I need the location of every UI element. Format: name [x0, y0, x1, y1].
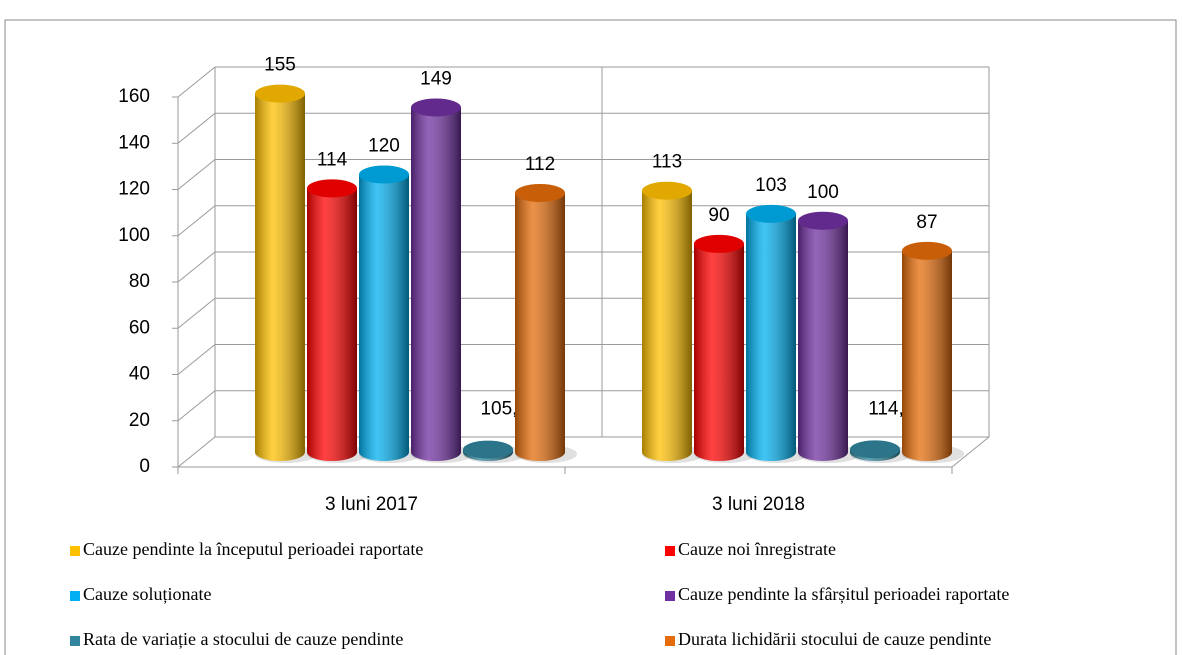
- grid-line: [177, 66, 216, 98]
- bar: [902, 241, 964, 463]
- bar-top-shade: [694, 234, 744, 253]
- legend-swatch: [70, 636, 80, 646]
- y-tick-label: 100: [118, 225, 150, 246]
- bar-top-shade: [359, 165, 409, 184]
- data-label: 149: [420, 68, 452, 89]
- bar-top: [359, 165, 409, 184]
- bar: [359, 165, 421, 463]
- data-label: 90: [708, 205, 729, 226]
- bar: [850, 440, 912, 463]
- bar-shade: [902, 250, 952, 461]
- legend-label: Rata de variație a stocului de cauze pen…: [83, 629, 403, 649]
- legend-swatch: [70, 546, 80, 556]
- data-label: 87: [916, 212, 937, 233]
- y-tick-label: 20: [129, 410, 150, 431]
- floor-line: [951, 436, 990, 468]
- legend-label: Cauze pendinte la sfârșitul perioadei ra…: [678, 584, 1009, 604]
- bar-shade: [515, 193, 565, 461]
- bar-top-shade: [307, 179, 357, 198]
- bar-shade: [255, 93, 305, 461]
- legend-label: Cauze noi înregistrate: [678, 539, 836, 559]
- bar: [642, 181, 704, 463]
- data-label: 100: [807, 182, 839, 203]
- grid-line: [177, 159, 216, 190]
- bar-top-shade: [902, 241, 952, 260]
- bar-top: [411, 98, 461, 117]
- chart-frame: [4, 19, 1177, 655]
- legend-swatch: [70, 591, 80, 601]
- bar-top: [850, 440, 900, 459]
- grid-line: [177, 344, 216, 375]
- bar-top: [255, 84, 305, 103]
- bar-shade: [307, 188, 357, 461]
- x-tick-label: 3 luni 2017: [325, 494, 418, 515]
- bar-top: [515, 184, 565, 202]
- bar-top: [746, 204, 796, 223]
- y-tick-label: 60: [129, 317, 150, 338]
- legend-swatch: [665, 546, 675, 556]
- y-tick-label: 80: [129, 271, 150, 292]
- legend-label: Cauze soluționate: [83, 584, 211, 604]
- grid-line: [177, 251, 216, 283]
- data-label: 114: [317, 149, 348, 170]
- y-tick-label: 0: [139, 456, 150, 477]
- legend-label: Durata lichidării stocului de cauze pend…: [678, 629, 991, 649]
- bar: [515, 184, 577, 463]
- bar-top-shade: [798, 211, 848, 230]
- bar: [255, 84, 317, 463]
- bar-shade: [642, 190, 692, 461]
- bar: [694, 234, 756, 463]
- bar-top: [307, 179, 357, 198]
- grid-line: [177, 390, 216, 422]
- y-tick-label: 160: [118, 86, 150, 107]
- bar-top-shade: [255, 84, 305, 103]
- data-label: 113: [652, 152, 682, 173]
- grid-line: [177, 205, 216, 237]
- bar-shade: [798, 220, 848, 461]
- bar-top-shade: [515, 184, 565, 202]
- bar-top-shade: [850, 440, 900, 459]
- legend-swatch: [665, 591, 675, 601]
- data-label: 112: [525, 154, 555, 175]
- data-label: 103: [755, 175, 787, 196]
- bar: [798, 211, 860, 463]
- bar-top-shade: [642, 181, 692, 200]
- bar: [746, 204, 808, 463]
- bar: [307, 179, 369, 463]
- bar-top: [694, 234, 744, 253]
- data-label: 120: [368, 136, 400, 157]
- bar-top-shade: [746, 204, 796, 223]
- bar-shade: [411, 107, 461, 461]
- bar-top-shade: [463, 440, 513, 459]
- y-tick-label: 140: [118, 132, 150, 153]
- bar-shade: [359, 174, 409, 461]
- bar-top: [798, 211, 848, 230]
- y-tick-label: 40: [129, 364, 150, 385]
- grid-line: [177, 112, 216, 144]
- bar: [411, 98, 473, 463]
- y-tick-label: 120: [118, 179, 150, 200]
- legend-label: Cauze pendinte la începutul perioadei ra…: [83, 539, 423, 559]
- bar-top: [463, 440, 513, 459]
- x-tick-label: 3 luni 2018: [712, 494, 805, 515]
- grid-line: [177, 436, 216, 468]
- data-label: 155: [264, 55, 296, 76]
- grid-line: [177, 297, 216, 329]
- bar-shade: [746, 213, 796, 461]
- bar-top: [902, 241, 952, 260]
- bar-top-shade: [411, 98, 461, 117]
- bar: [463, 440, 525, 463]
- bar-shade: [694, 243, 744, 461]
- legend-swatch: [665, 636, 675, 646]
- bar-top: [642, 181, 692, 200]
